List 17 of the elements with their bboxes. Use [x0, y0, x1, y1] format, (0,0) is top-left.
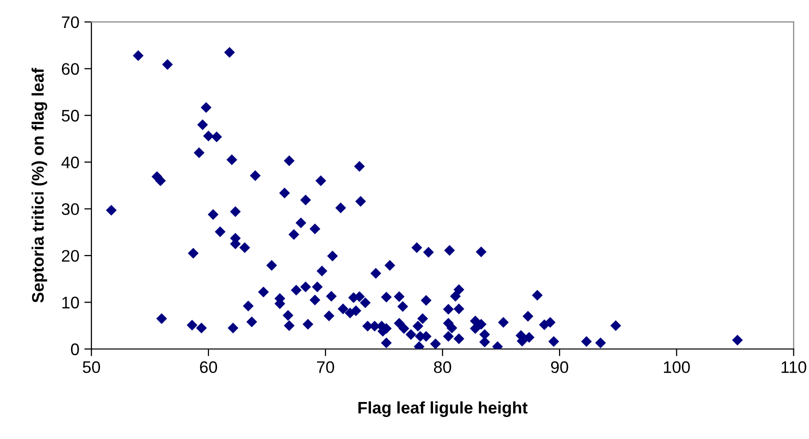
x-tick-label: 80 — [434, 361, 452, 374]
x-tick-label: 60 — [200, 361, 218, 374]
x-tick-label: 90 — [551, 361, 568, 374]
y-tick-label: 20 — [62, 250, 79, 262]
x-tick-label: 110 — [782, 361, 806, 374]
y-tick-label: 50 — [62, 110, 79, 122]
y-axis-title: Septoria tritici (%) on flag leaf — [32, 68, 48, 303]
x-tick-label: 100 — [664, 361, 690, 374]
y-tick-label: 10 — [62, 296, 79, 308]
y-tick-label: 0 — [70, 343, 79, 356]
x-tick-label: 70 — [317, 361, 334, 374]
y-tick-label: 30 — [62, 203, 79, 216]
y-tick-label: 40 — [61, 156, 79, 168]
x-tick-label: 50 — [82, 361, 100, 374]
y-tick-label: 60 — [62, 63, 79, 75]
x-axis-title: Flag leaf ligule height — [358, 401, 528, 417]
y-tick-label: 70 — [62, 16, 79, 28]
